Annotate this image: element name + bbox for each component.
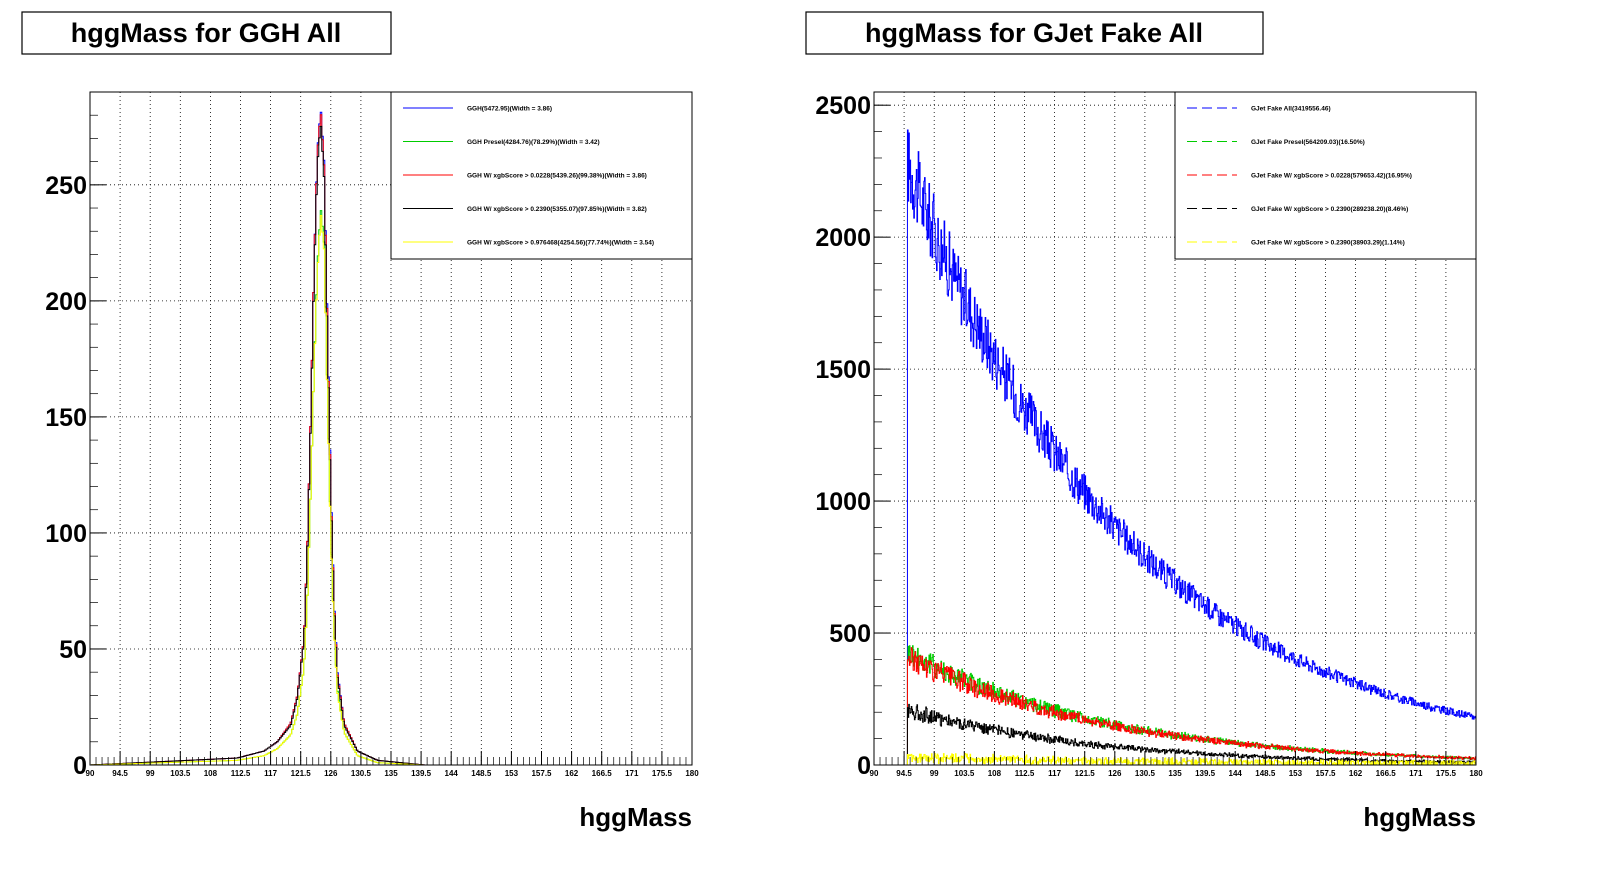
x-tick-label: 166.5	[592, 769, 613, 778]
y-tick-label: 500	[829, 620, 871, 648]
x-tick-label: 94.5	[112, 769, 128, 778]
x-tick-label: 148.5	[471, 769, 492, 778]
legend-label: GJet Fake W/ xgbScore > 0.0228(579653.42…	[1251, 173, 1412, 180]
x-tick-label: 157.5	[531, 769, 552, 778]
title-box-ggh	[21, 11, 392, 55]
x-axis-label-gjet: hggMass	[1363, 802, 1476, 832]
x-tick-label: 103.5	[170, 769, 191, 778]
legend-label: GJet Fake W/ xgbScore > 0.2390(38903.29)…	[1251, 240, 1405, 247]
x-tick-label: 139.5	[411, 769, 432, 778]
x-tick-label: 153	[505, 769, 519, 778]
series-line	[906, 647, 1476, 765]
x-tick-label: 108	[204, 769, 218, 778]
x-tick-label: 171	[625, 769, 639, 778]
x-tick-label: 130.5	[1135, 769, 1156, 778]
x-tick-label: 121.5	[291, 769, 312, 778]
x-tick-label: 126	[324, 769, 338, 778]
ticks-gjet: 90 94.5 99 103.5 108 112.5 117 121.5 126 130.5 135…	[815, 92, 1483, 780]
chart-panel-gjet: hggMass for GJet Fake All 90 94.5 99 103.5 1…	[805, 11, 1483, 832]
chart-title-gjet: hggMass for GJet Fake All	[865, 18, 1203, 48]
x-tick-label: 144	[1229, 769, 1243, 778]
legend-label: GJet Fake Presel(564209.03)(16.50%)	[1251, 139, 1365, 146]
series-line	[906, 753, 1476, 766]
x-tick-label: 108	[988, 769, 1002, 778]
x-tick-label: 135	[1168, 769, 1182, 778]
legend-label: GGH W/ xgbScore > 0.0228(5439.26)(99.38%…	[467, 173, 647, 180]
x-tick-label: 162	[565, 769, 579, 778]
x-tick-label: 90	[86, 769, 95, 778]
x-tick-label: 144	[445, 769, 459, 778]
legend-label: GJet Fake All(3419556.46)	[1251, 106, 1331, 113]
y-tick-label: 250	[45, 172, 87, 200]
x-tick-label: 180	[1469, 769, 1483, 778]
x-tick-label: 94.5	[896, 769, 912, 778]
chart-title-ggh: hggMass for GGH All	[71, 18, 342, 48]
x-tick-label: 139.5	[1195, 769, 1216, 778]
x-tick-label: 99	[146, 769, 155, 778]
series-group-gjet	[906, 129, 1476, 766]
x-tick-label: 148.5	[1255, 769, 1276, 778]
title-box-gjet	[805, 11, 1264, 55]
x-tick-label: 130.5	[351, 769, 372, 778]
x-tick-label: 162	[1349, 769, 1363, 778]
x-tick-label: 99	[930, 769, 939, 778]
series-line	[90, 210, 692, 766]
legend-label: GJet Fake W/ xgbScore > 0.2390(289238.20…	[1251, 206, 1408, 213]
y-tick-label: 1000	[815, 488, 871, 516]
legend-label: GGH W/ xgbScore > 0.2390(5355.07)(97.85%…	[467, 206, 647, 213]
x-tick-label: 153	[1289, 769, 1303, 778]
x-tick-label: 112.5	[231, 769, 251, 778]
x-tick-label: 117	[264, 769, 277, 778]
x-tick-label: 103.5	[954, 769, 975, 778]
x-tick-label: 126	[1108, 769, 1122, 778]
x-tick-label: 166.5	[1376, 769, 1397, 778]
x-tick-label: 112.5	[1015, 769, 1035, 778]
y-tick-label: 100	[45, 520, 87, 548]
x-tick-label: 175.5	[652, 769, 673, 778]
legend-label: GGH(5472.95)(Width = 3.86)	[467, 106, 552, 113]
y-tick-label: 1500	[815, 356, 871, 384]
legend-label: GGH W/ xgbScore > 0.976468(4254.56)(77.7…	[467, 240, 654, 247]
legend-ggh: GGH(5472.95)(Width = 3.86) GGH Presel(428…	[390, 91, 693, 260]
x-tick-label: 90	[870, 769, 879, 778]
x-axis-label-ggh: hggMass	[579, 802, 692, 832]
series-line	[90, 214, 692, 766]
x-tick-label: 135	[384, 769, 398, 778]
x-tick-label: 121.5	[1075, 769, 1096, 778]
y-tick-label: 0	[73, 752, 87, 780]
y-tick-label: 150	[45, 404, 87, 432]
x-tick-label: 157.5	[1315, 769, 1336, 778]
chart-panel-ggh: hggMass for GGH All 90 94.5 99 103.5 108 112.…	[21, 11, 699, 832]
y-tick-label: 2000	[815, 224, 871, 252]
y-tick-label: 50	[59, 636, 87, 664]
x-tick-label: 171	[1409, 769, 1423, 778]
x-tick-label: 175.5	[1436, 769, 1457, 778]
series-line	[906, 703, 1476, 765]
legend-gjet: GJet Fake All(3419556.46) GJet Fake Prese…	[1174, 91, 1477, 260]
y-tick-label: 0	[857, 752, 871, 780]
ticks-ggh: 90 94.5 99 103.5 108 112.5 117 121.5 126 130.5 135…	[45, 91, 699, 780]
series-line	[906, 645, 1476, 765]
y-tick-label: 200	[45, 288, 87, 316]
series-line	[906, 129, 1476, 765]
y-tick-label: 2500	[815, 92, 871, 120]
x-tick-label: 180	[685, 769, 699, 778]
legend-label: GGH Presel(4284.76)(78.29%)(Width = 3.42…	[467, 139, 600, 146]
x-tick-label: 117	[1048, 769, 1061, 778]
